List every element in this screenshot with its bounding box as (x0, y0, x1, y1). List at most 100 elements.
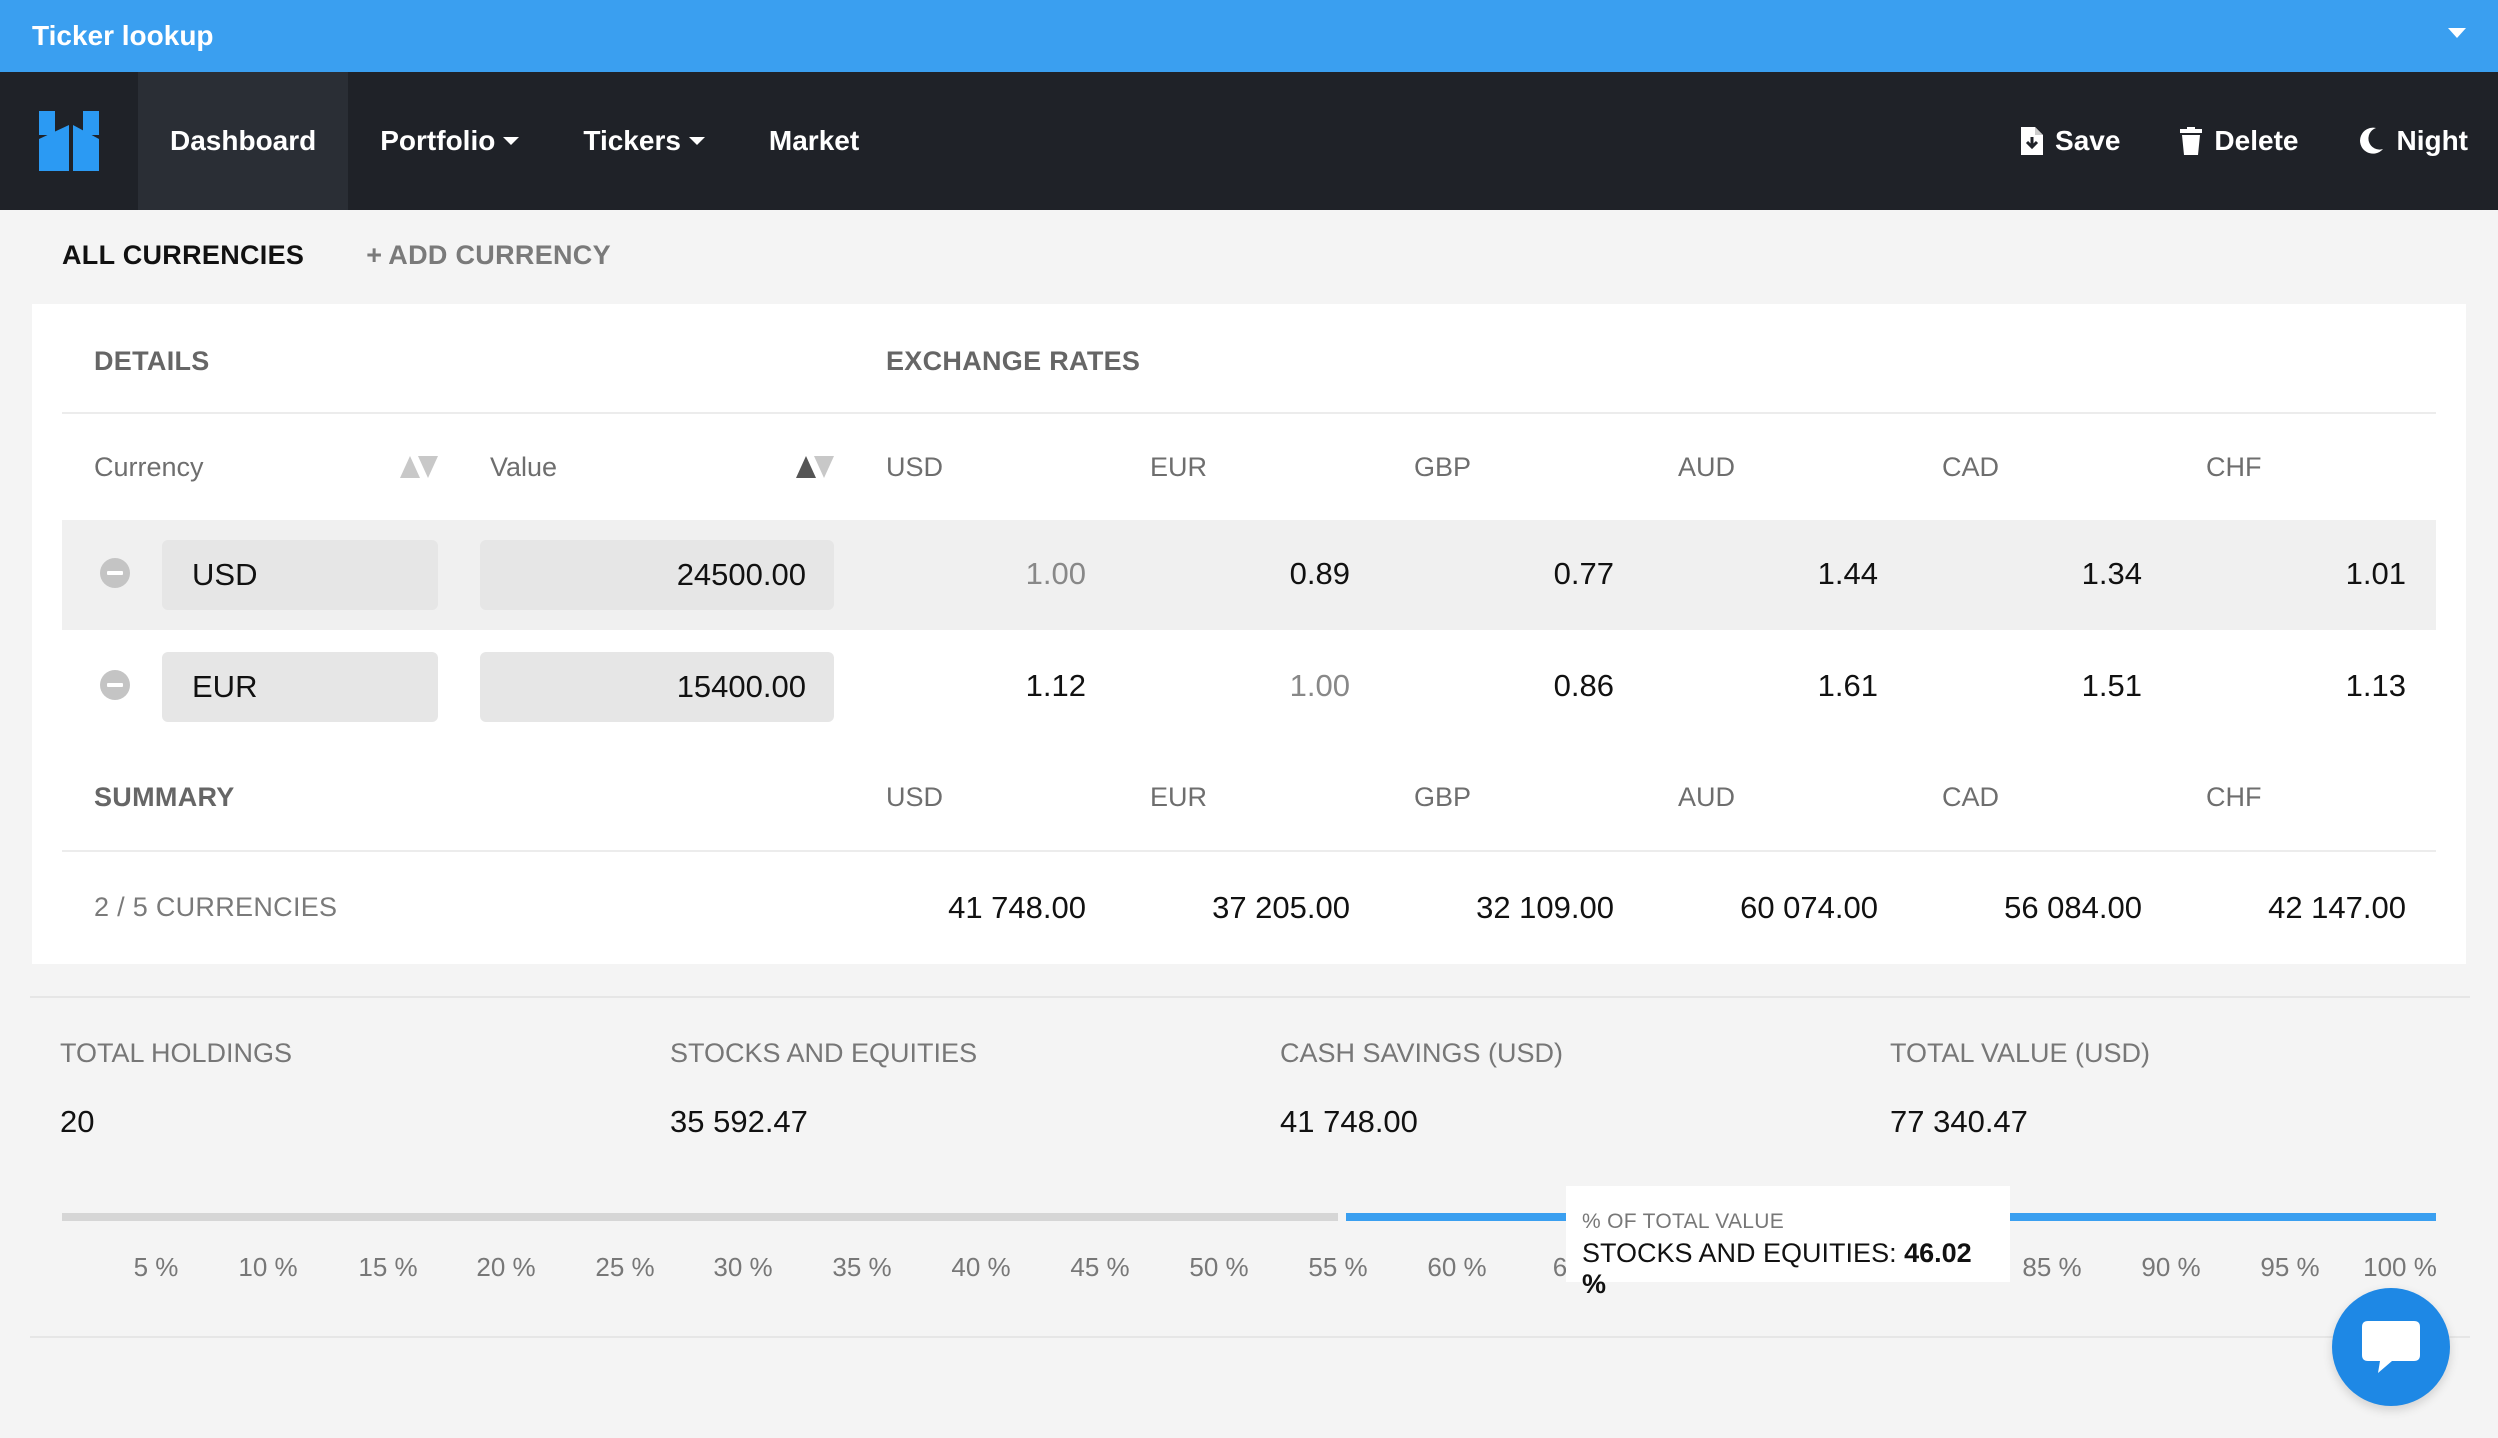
progress-tick-label: 85 % (2022, 1252, 2082, 1282)
tooltip-caption: % OF TOTAL VALUE (1582, 1210, 1785, 1233)
nav-tickers-label: Tickers (583, 125, 681, 156)
window-titlebar: Ticker lookup (0, 0, 2498, 72)
table-row (62, 520, 2436, 630)
trash-icon (2180, 127, 2203, 155)
rate-cell: 0.86 (1553, 668, 1614, 703)
chat-icon (2362, 1321, 2420, 1373)
rate-cell: 1.34 (2081, 556, 2142, 591)
summary-col-cad: CAD (1942, 782, 2000, 812)
save-label: Save (2055, 125, 2121, 156)
remove-currency-eur-button[interactable] (100, 670, 130, 700)
add-currency-label: ADD CURRENCY (388, 240, 611, 270)
currency-card: DETAILS EXCHANGE RATES Currency Value US… (32, 304, 2466, 964)
currency-select-eur[interactable]: EUR (162, 652, 438, 722)
total-holdings-label: TOTAL HOLDINGS (60, 1038, 293, 1068)
summary-col-aud: AUD (1678, 782, 1736, 812)
total-holdings-value: 20 (60, 1104, 95, 1139)
summary-col-chf: CHF (2206, 782, 2262, 812)
add-currency-button[interactable]: + ADD CURRENCY (366, 240, 611, 271)
save-button[interactable]: Save (1991, 72, 2150, 210)
nav-market-label: Market (768, 125, 860, 156)
nav-portfolio-label: Portfolio (380, 125, 496, 156)
exchange-rates-heading: EXCHANGE RATES (886, 346, 1141, 376)
rate-col-cad: CAD (1942, 452, 2000, 482)
nav-dashboard-label: Dashboard (170, 125, 317, 156)
window-title: Ticker lookup (32, 20, 214, 51)
summary-value: 32 109.00 (1476, 890, 1614, 925)
chevron-down-icon[interactable] (2448, 28, 2466, 38)
details-heading: DETAILS (94, 346, 210, 376)
save-file-icon (2021, 127, 2044, 155)
progress-tick-label: 35 % (832, 1252, 892, 1282)
progress-tick-label: 95 % (2260, 1252, 2320, 1282)
rate-col-aud: AUD (1678, 452, 1736, 482)
moon-icon (2360, 127, 2384, 154)
rate-col-usd: USD (886, 452, 944, 482)
stocks-value: 35 592.47 (670, 1104, 808, 1139)
caret-down-icon (503, 137, 520, 145)
tooltip-label: STOCKS AND EQUITIES: (1582, 1238, 1897, 1268)
progress-tick-label: 10 % (238, 1252, 298, 1282)
plus-icon: + (366, 240, 383, 270)
summary-heading: SUMMARY (94, 782, 235, 812)
progress-tick-label: 20 % (476, 1252, 536, 1282)
night-label: Night (2396, 125, 2468, 156)
rate-cell: 0.89 (1289, 556, 1350, 591)
main-nav: Dashboard Portfolio Tickers Market Save … (0, 72, 2498, 210)
rate-cell: 1.01 (2345, 556, 2406, 591)
night-mode-button[interactable]: Night (2328, 72, 2498, 210)
tooltip-text: STOCKS AND EQUITIES: 46.02 % (1582, 1238, 1994, 1300)
chat-button[interactable] (2332, 1288, 2450, 1406)
remove-currency-usd-button[interactable] (100, 558, 130, 588)
progress-tick-label: 90 % (2141, 1252, 2201, 1282)
caret-down-icon (688, 137, 705, 145)
sort-icon[interactable] (400, 456, 438, 478)
divider (62, 412, 2436, 414)
value-input-usd[interactable]: 24500.00 (480, 540, 834, 610)
rate-cell: 1.00 (1289, 668, 1350, 703)
nav-portfolio[interactable]: Portfolio (348, 72, 551, 210)
rate-col-chf: CHF (2206, 452, 2262, 482)
rate-col-gbp: GBP (1414, 452, 1472, 482)
delete-button[interactable]: Delete (2150, 72, 2328, 210)
nav-dashboard[interactable]: Dashboard (138, 72, 349, 210)
rate-cell: 1.13 (2345, 668, 2406, 703)
rate-cell: 0.77 (1553, 556, 1614, 591)
progress-tick-label: 60 % (1427, 1252, 1487, 1282)
rate-cell: 1.00 (1025, 556, 1086, 591)
divider (30, 1336, 2470, 1338)
summary-value: 56 084.00 (2004, 890, 2142, 925)
progress-tick-label: 40 % (951, 1252, 1011, 1282)
rate-col-eur: EUR (1150, 452, 1208, 482)
tooltip-value: 46.02 % (1582, 1238, 1972, 1299)
total-value-value: 77 340.47 (1890, 1104, 2028, 1139)
progress-tick-label: 55 % (1308, 1252, 1368, 1282)
summary-value: 37 205.00 (1212, 890, 1350, 925)
progress-tick-label: 5 % (133, 1252, 179, 1282)
logo-icon (39, 111, 99, 171)
progress-tooltip: % OF TOTAL VALUE STOCKS AND EQUITIES: 46… (1566, 1186, 2010, 1299)
tab-all-currencies[interactable]: ALL CURRENCIES (62, 240, 305, 270)
summary-col-usd: USD (886, 782, 944, 812)
currency-select-usd[interactable]: USD (162, 540, 438, 610)
value-column-header[interactable]: Value (490, 452, 558, 482)
rate-cell: 1.44 (1817, 556, 1878, 591)
progress-tick-label: 100 % (2363, 1252, 2437, 1282)
app-logo[interactable] (0, 72, 138, 210)
total-value-label: TOTAL VALUE (USD) (1890, 1038, 2151, 1068)
stocks-label: STOCKS AND EQUITIES (670, 1038, 978, 1068)
summary-value: 42 147.00 (2268, 890, 2406, 925)
cash-savings-value: 41 748.00 (1280, 1104, 1418, 1139)
sort-icon[interactable] (796, 456, 834, 478)
summary-value: 41 748.00 (948, 890, 1086, 925)
currency-column-header[interactable]: Currency (94, 452, 204, 482)
value-input-eur[interactable]: 15400.00 (480, 652, 834, 722)
nav-market[interactable]: Market (737, 72, 891, 210)
summary-value: 60 074.00 (1740, 890, 1878, 925)
divider (30, 996, 2470, 998)
nav-tickers[interactable]: Tickers (551, 72, 737, 210)
rate-cell: 1.12 (1025, 668, 1086, 703)
divider (62, 850, 2436, 852)
progress-tick-label: 50 % (1189, 1252, 1249, 1282)
currency-tabs: ALL CURRENCIES + ADD CURRENCY (62, 240, 611, 271)
